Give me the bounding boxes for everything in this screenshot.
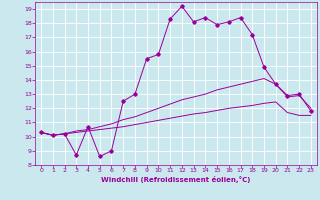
X-axis label: Windchill (Refroidissement éolien,°C): Windchill (Refroidissement éolien,°C) xyxy=(101,176,251,183)
